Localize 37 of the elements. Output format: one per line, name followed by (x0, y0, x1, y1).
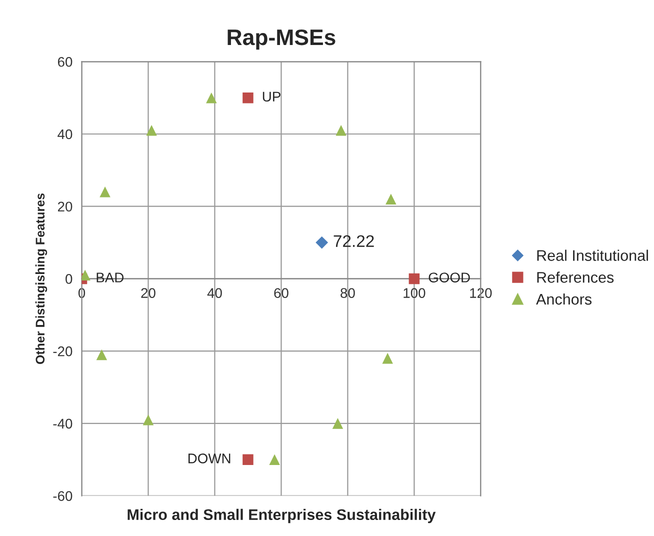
annotation: GOOD (428, 272, 470, 282)
annotation: BAD (96, 272, 124, 282)
point (206, 92, 217, 104)
legend-label: References (537, 272, 614, 283)
y-tick-label: 40 (58, 129, 72, 140)
y-tick-label: -60 (53, 491, 72, 501)
x-tick-label: 20 (141, 288, 156, 298)
point (142, 414, 154, 426)
y-tick-label: 60 (58, 56, 72, 67)
x-axis-title: Micro and Small Enterprises Sustainability (128, 508, 436, 524)
legend-label: Real Institutional (537, 250, 648, 261)
annotation: UP (262, 92, 280, 102)
x-tick-label: 40 (207, 288, 222, 298)
point (316, 236, 328, 249)
y-tick-label: -20 (53, 346, 72, 356)
point (146, 125, 157, 136)
chart-title: Rap-MSEs (228, 29, 336, 50)
point (336, 125, 346, 136)
x-tick-label: 100 (404, 288, 426, 298)
point (242, 92, 254, 104)
x-tick-label: 60 (274, 288, 288, 298)
annotation: DOWN (188, 454, 230, 464)
legend-label: Anchors (536, 293, 592, 305)
annotation: 72.22 (334, 235, 374, 247)
y-axis-title: Other Distingishing Features (35, 193, 48, 364)
point (269, 454, 280, 465)
point (100, 186, 110, 198)
point (382, 352, 393, 364)
x-tick-label: 80 (340, 288, 355, 298)
y-tick-label: 0 (66, 274, 72, 284)
y-tick-label: -40 (53, 418, 72, 429)
point (96, 349, 108, 360)
point (242, 454, 254, 465)
point (332, 418, 344, 429)
point (408, 273, 420, 284)
y-tick-label: 20 (58, 202, 72, 212)
point (386, 194, 396, 205)
